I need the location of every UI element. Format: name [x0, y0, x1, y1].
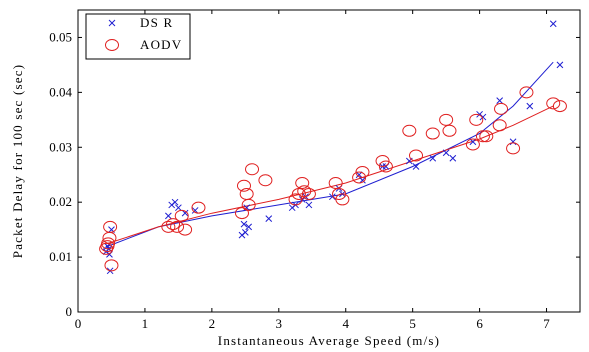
data-point-aodv	[191, 201, 206, 214]
data-point-aodv	[245, 163, 260, 176]
y-tick-label: 0.02	[49, 194, 72, 209]
data-point-aodv	[425, 127, 440, 140]
plot-frame	[77, 9, 581, 313]
x-tick-label: 3	[276, 316, 283, 331]
data-point-aodv	[258, 174, 273, 187]
data-point-aodv	[519, 86, 534, 99]
data-point-aodv	[442, 124, 457, 137]
legend-marker-aodv	[105, 39, 119, 51]
data-point-dsr	[245, 223, 253, 231]
data-point-aodv	[174, 209, 189, 222]
data-point-aodv	[439, 113, 454, 126]
x-tick-label: 0	[75, 316, 82, 331]
legend: DS R AODV	[85, 13, 191, 60]
data-point-aodv	[465, 138, 480, 151]
data-point-dsr	[412, 163, 420, 170]
y-tick-label: 0.04	[49, 84, 72, 99]
data-point-aodv	[506, 142, 521, 155]
legend-label-aodv: AODV	[140, 37, 182, 52]
y-tick-label: 0	[66, 304, 73, 319]
x-tick-label: 1	[142, 316, 149, 331]
data-point-dsr	[328, 193, 336, 201]
data-point-aodv	[236, 179, 251, 192]
data-point-dsr	[240, 220, 248, 228]
x-tick-label: 5	[409, 316, 416, 331]
data-point-dsr	[175, 204, 182, 212]
data-point-aodv	[475, 130, 490, 143]
data-point-dsr	[429, 154, 437, 162]
data-point-aodv	[375, 155, 390, 167]
data-point-aodv	[297, 185, 312, 198]
data-point-aodv	[328, 176, 343, 189]
data-point-aodv	[479, 130, 494, 143]
data-point-dsr	[305, 201, 313, 209]
data-point-aodv	[170, 220, 185, 233]
data-point-dsr	[526, 102, 534, 110]
data-point-aodv	[166, 218, 181, 231]
data-point-aodv	[378, 160, 393, 173]
data-point-dsr	[265, 215, 273, 223]
data-point-dsr	[359, 176, 366, 184]
fit-line-aodv	[107, 105, 554, 244]
y-tick-label: 0.05	[49, 29, 72, 44]
data-point-aodv	[178, 223, 193, 236]
data-point-dsr	[479, 113, 487, 121]
data-point-dsr	[549, 20, 557, 28]
data-point-aodv	[288, 193, 303, 206]
y-tick-label: 0.03	[49, 139, 72, 154]
data-point-aodv	[301, 187, 316, 200]
y-tick-label: 0.01	[49, 249, 72, 264]
data-point-aodv	[241, 198, 256, 211]
x-tick-label: 2	[209, 316, 216, 331]
data-point-dsr	[449, 154, 457, 162]
x-tick-label: 7	[543, 316, 550, 331]
y-axis-ticks: 0 0.01 0.02 0.03 0.04 0.05	[49, 29, 580, 319]
data-point-aodv	[332, 187, 347, 200]
data-point-aodv	[352, 171, 367, 184]
x-axis-ticks: 0 1 2 3 4 5 6 7	[75, 10, 550, 331]
data-point-aodv	[402, 124, 417, 137]
data-point-dsr	[442, 149, 450, 157]
data-point-aodv	[295, 176, 310, 189]
data-point-aodv	[469, 113, 484, 126]
data-point-dsr	[181, 209, 189, 217]
x-axis-title: Instantaneous Average Speed (m/s)	[218, 333, 440, 348]
data-points	[99, 20, 567, 275]
x-tick-label: 4	[342, 316, 349, 331]
data-point-dsr	[556, 61, 564, 69]
legend-label-dsr: DS R	[140, 15, 173, 30]
data-point-aodv	[161, 220, 176, 233]
data-point-dsr	[509, 138, 517, 146]
data-point-dsr	[496, 97, 504, 104]
data-point-aodv	[104, 259, 119, 272]
data-point-aodv	[234, 207, 249, 220]
legend-marker-symbol	[105, 39, 119, 51]
legend-marker-symbol	[108, 19, 116, 27]
data-point-aodv	[355, 165, 370, 178]
data-point-aodv	[492, 119, 507, 132]
data-point-dsr	[165, 212, 172, 220]
data-point-aodv	[552, 100, 567, 113]
data-point-aodv	[494, 102, 509, 115]
data-point-aodv	[409, 149, 424, 162]
x-tick-label: 6	[476, 316, 483, 331]
data-point-aodv	[335, 193, 350, 206]
data-point-dsr	[171, 198, 179, 206]
data-point-dsr	[241, 229, 249, 236]
data-point-dsr	[191, 207, 199, 214]
legend-box	[85, 13, 191, 60]
data-point-aodv	[546, 97, 561, 110]
legend-marker-dsr	[108, 19, 116, 27]
y-axis-title: Packet Delay for 100 sec (sec)	[10, 64, 25, 258]
data-point-aodv	[101, 237, 116, 250]
data-point-aodv	[103, 220, 118, 233]
